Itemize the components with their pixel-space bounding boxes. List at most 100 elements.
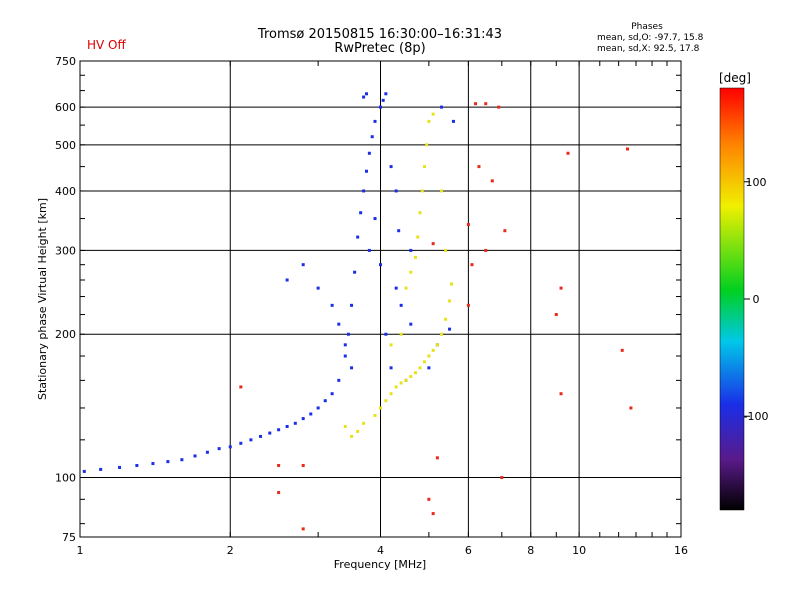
data-point (323, 399, 327, 403)
data-point (399, 332, 403, 336)
data-point (343, 354, 347, 358)
data-point (409, 375, 413, 379)
data-point (277, 491, 281, 495)
data-point (427, 497, 431, 501)
data-point (427, 119, 431, 123)
x-tick-label: 1 (77, 544, 84, 557)
data-point (448, 299, 452, 303)
data-point (365, 169, 369, 173)
colorbar-tick-label: 0 (753, 293, 760, 306)
data-point (384, 92, 388, 96)
colorbar-tick-label: 100 (746, 176, 767, 189)
data-point (440, 189, 444, 193)
x-axis-label: Frequency [MHz] (334, 558, 426, 571)
data-point (367, 248, 371, 252)
phase-stats-o: mean, sd,O: -97.7, 15.8 (597, 33, 704, 43)
data-point (440, 105, 444, 109)
data-point (330, 303, 334, 307)
data-point (350, 434, 354, 438)
data-point (301, 463, 305, 467)
data-point (268, 431, 272, 435)
plot-frame (79, 60, 682, 538)
data-point (448, 327, 452, 331)
data-point (431, 348, 435, 352)
data-point (151, 462, 155, 466)
data-point (425, 143, 429, 147)
y-axis-label: Stationary phase Virtual Height [km] (36, 198, 49, 400)
data-point (356, 235, 360, 239)
y-tick-label: 600 (55, 101, 76, 114)
data-point (397, 229, 401, 233)
data-point (404, 286, 408, 290)
data-point (180, 458, 184, 462)
data-point (259, 434, 263, 438)
data-point (356, 429, 360, 433)
data-point (497, 105, 501, 109)
data-point (301, 417, 305, 421)
data-point (166, 460, 170, 464)
data-point (394, 189, 398, 193)
colorbar-ticks: 100 0 -100 (744, 176, 769, 423)
data-point (239, 385, 243, 389)
data-point (420, 189, 424, 193)
data-point (394, 385, 398, 389)
colorbar-label: [deg] (719, 71, 751, 85)
data-point (629, 406, 633, 410)
y-tick-label: 400 (55, 185, 76, 198)
data-point (554, 313, 558, 317)
data-point (379, 105, 382, 109)
x-tick-label: 8 (527, 544, 534, 557)
colorbar-tick-label: -100 (744, 410, 769, 423)
data-point (301, 263, 305, 267)
data-point (473, 102, 477, 106)
data-point (362, 189, 366, 193)
x-tick-label: 10 (572, 544, 586, 557)
data-point (309, 412, 313, 416)
data-point (404, 378, 408, 382)
data-point (431, 112, 435, 116)
y-tick-label: 300 (55, 244, 76, 257)
data-point (500, 476, 504, 480)
data-point (389, 366, 393, 370)
data-point (285, 424, 289, 428)
phase-stats-x: mean, sd,X: 92.5, 17.8 (597, 44, 700, 54)
data-point (365, 92, 369, 96)
grid-layer (80, 61, 681, 537)
data-point (427, 354, 431, 358)
data-point (277, 463, 281, 467)
data-point (559, 392, 563, 396)
data-point (444, 317, 448, 321)
data-point (435, 456, 439, 460)
colorbar (719, 87, 745, 511)
data-point (470, 263, 474, 267)
data-point (384, 399, 388, 403)
data-point (362, 421, 366, 425)
data-point (367, 151, 371, 155)
data-point (362, 95, 366, 99)
data-point (337, 378, 341, 382)
data-point (343, 343, 347, 347)
data-point (418, 211, 422, 215)
data-point (384, 332, 388, 336)
data-point (440, 332, 444, 336)
data-point (409, 270, 413, 274)
chart-subtitle: RwPretec (8p) (334, 41, 426, 56)
data-point (444, 248, 448, 252)
data-point (370, 135, 374, 139)
data-point (466, 303, 470, 307)
data-point (330, 392, 334, 396)
data-points (82, 92, 633, 531)
data-point (228, 445, 232, 449)
data-point (431, 242, 435, 246)
data-point (484, 248, 488, 252)
data-point (193, 454, 197, 458)
data-point (249, 438, 253, 442)
x-tick-label: 6 (465, 544, 472, 557)
data-point (451, 119, 455, 123)
data-point (82, 469, 86, 473)
y-tick-label: 100 (55, 472, 76, 485)
data-point (399, 381, 403, 385)
data-point (381, 98, 385, 102)
data-point (346, 332, 350, 336)
